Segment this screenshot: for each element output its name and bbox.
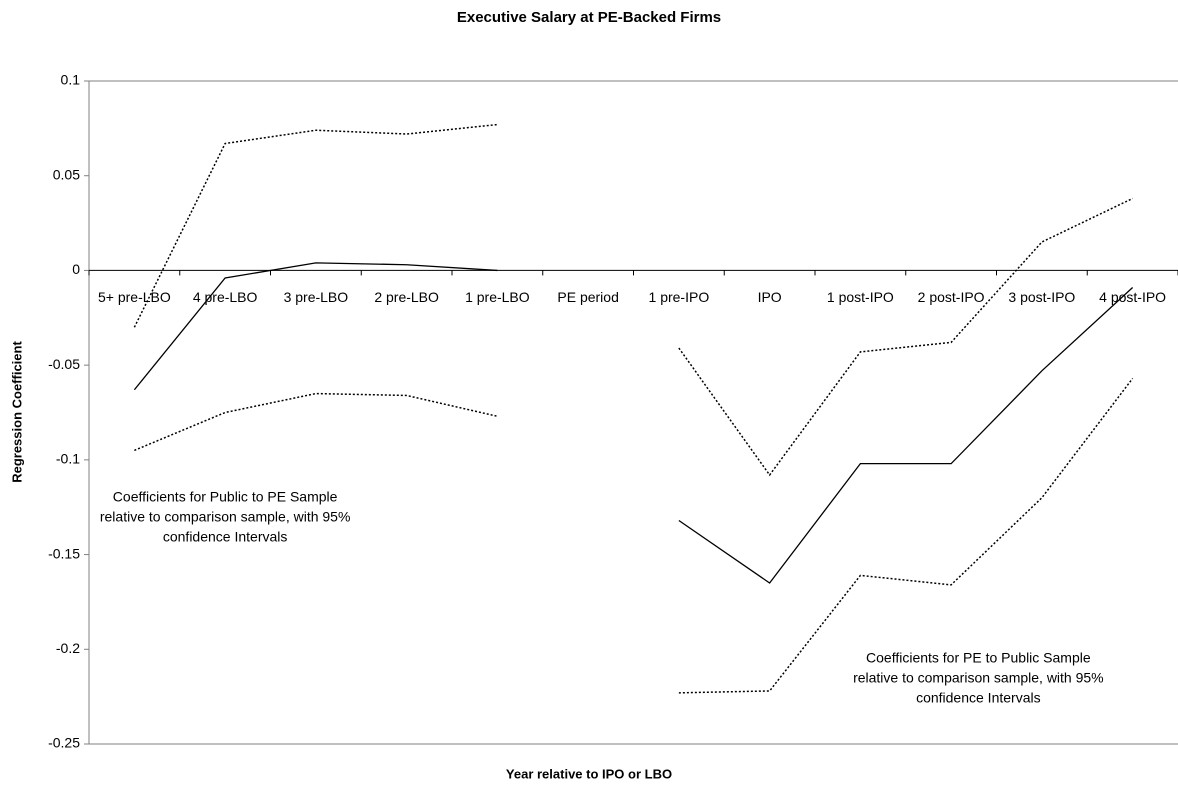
line-series — [678, 197, 1133, 477]
x-tick-label: IPO — [758, 289, 782, 305]
line-series — [678, 377, 1134, 694]
y-tick-label: 0.1 — [61, 72, 81, 88]
y-tick-label: -0.05 — [48, 356, 80, 372]
x-tick-label: PE period — [557, 289, 618, 305]
x-tick-label: 4 post-IPO — [1099, 289, 1166, 305]
annotation: relative to comparison sample, with 95% — [853, 669, 1104, 685]
annotation: confidence Intervals — [916, 689, 1041, 705]
line-series — [134, 392, 498, 452]
annotation: Coefficients for Public to PE Sample — [113, 488, 338, 504]
x-tick-label: 1 pre-LBO — [465, 289, 530, 305]
x-axis-title: Year relative to IPO or LBO — [506, 766, 672, 781]
y-axis-title: Regression Coefficient — [9, 341, 24, 483]
y-tick-label: -0.25 — [48, 735, 80, 751]
line-series — [133, 123, 498, 328]
x-tick-label: 3 pre-LBO — [284, 289, 349, 305]
y-tick-label: -0.15 — [48, 545, 80, 561]
annotation: Coefficients for PE to Public Sample — [866, 649, 1091, 665]
line-series — [133, 262, 498, 391]
annotation: confidence Intervals — [163, 528, 288, 544]
x-tick-label: 3 post-IPO — [1008, 289, 1075, 305]
x-tick-label: 1 pre-IPO — [649, 289, 710, 305]
line-series — [678, 286, 1134, 584]
y-tick-label: 0 — [72, 261, 80, 277]
annotation: relative to comparison sample, with 95% — [100, 508, 351, 524]
x-tick-label: 1 post-IPO — [827, 289, 894, 305]
x-tick-label: 4 pre-LBO — [193, 289, 258, 305]
x-tick-label: 5+ pre-LBO — [98, 289, 171, 305]
x-tick-label: 2 post-IPO — [918, 289, 985, 305]
x-tick-label: 2 pre-LBO — [374, 289, 439, 305]
y-tick-label: 0.05 — [53, 166, 80, 182]
y-tick-label: -0.1 — [56, 451, 80, 467]
y-tick-label: -0.2 — [56, 640, 80, 656]
chart-title: Executive Salary at PE-Backed Firms — [457, 9, 721, 26]
